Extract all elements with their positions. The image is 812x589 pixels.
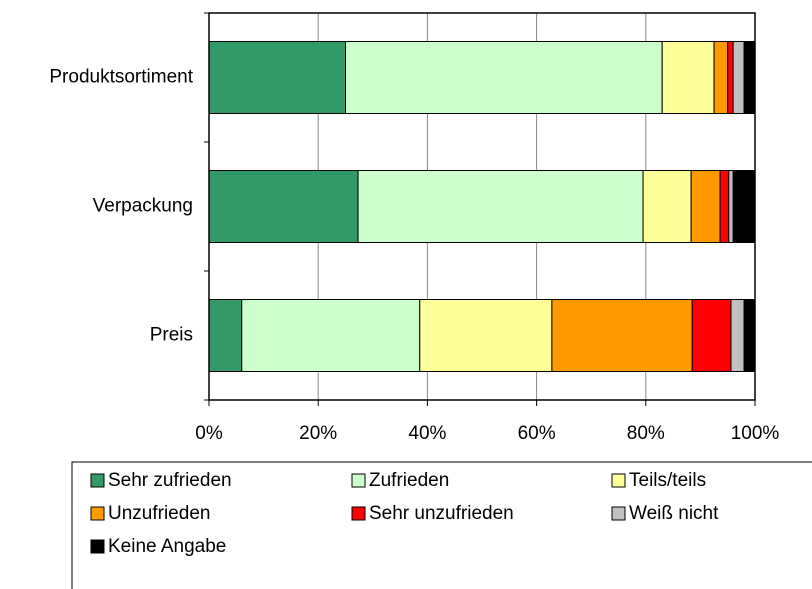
bar-segment [208,299,243,372]
bar-segment [732,170,756,243]
bar-segment [719,170,730,243]
plot-border [208,12,756,401]
legend-swatch [90,506,105,521]
bar-segment [732,41,745,114]
x-tick-label: 40% [408,423,446,444]
bar-segment [690,170,721,243]
legend-label: Sehr zufrieden [108,470,232,491]
bar-segment [743,41,756,114]
bar-segment [728,170,734,243]
legend-swatch [351,473,366,488]
legend-label: Zufrieden [369,470,449,491]
bar-segment [642,170,692,243]
legend-label: Keine Angabe [108,536,226,557]
bar-segment [419,299,553,372]
x-tick-label: 60% [518,423,556,444]
y-tick-label: Verpackung [93,196,193,217]
legend-swatch [611,506,626,521]
legend-label: Unzufrieden [108,503,210,524]
bar-segment [691,299,732,372]
bar-segment [551,299,693,372]
bar-segment [661,41,715,114]
bar-segment [743,299,756,372]
legend-box [71,461,812,589]
x-tick-label: 0% [195,423,223,444]
legend-label: Weiß nicht [629,503,719,524]
x-tick-label: 20% [299,423,337,444]
legend-swatch [611,473,626,488]
y-tick-label: Produktsortiment [49,67,193,88]
bar-segment [713,41,729,114]
bar-segment [241,299,421,372]
legend-swatch [90,473,105,488]
x-tick-label: 100% [731,423,780,444]
legend-label: Sehr unzufrieden [369,503,514,524]
legend-swatch [90,539,105,554]
x-tick-label: 80% [627,423,665,444]
legend-swatch [351,506,366,521]
bar-segment [727,41,734,114]
bar-segment [357,170,644,243]
bar-segment [208,170,359,243]
bar-segment [345,41,663,114]
legend-label: Teils/teils [629,470,706,491]
bar-segment [730,299,745,372]
bar-segment [208,41,346,114]
y-tick-label: Preis [150,325,193,346]
